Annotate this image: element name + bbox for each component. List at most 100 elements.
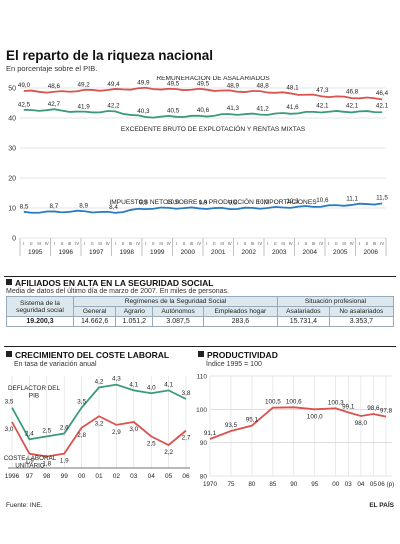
total-value: 19.200,3: [6, 316, 74, 327]
quarter-label: IV: [106, 241, 110, 246]
x-tick-label: 97: [26, 473, 34, 480]
series-name: REMUNERACIÓN DE ASALARIADOS: [156, 76, 270, 82]
quarter-label: II: [30, 241, 32, 246]
x-tick-label: 2006: [364, 249, 379, 256]
x-tick-label: 99: [61, 473, 69, 480]
x-tick-label: 2002: [242, 249, 257, 256]
x-tick-label: 1996: [5, 473, 20, 480]
productividad-subtitle: Índice 1995 = 100: [206, 361, 262, 368]
quarter-label: III: [159, 241, 163, 246]
quarter-label: I: [328, 241, 329, 246]
x-tick-label: 1999: [150, 249, 165, 256]
group-regimenes: Regímenes de la Seguridad Social: [72, 296, 279, 307]
series-name: COSTE LABORAL UNITARIO: [4, 455, 57, 470]
quarter-label: II: [152, 241, 154, 246]
header-no-asalariados: No asalariados: [328, 306, 395, 317]
data-label: 3,8: [182, 390, 191, 397]
quarter-label: I: [84, 241, 85, 246]
x-tick-label: 2000: [181, 249, 196, 256]
quarter-label: III: [312, 241, 316, 246]
data-label: 3,0: [129, 426, 138, 433]
data-label: 41,3: [227, 105, 240, 112]
quarter-label: IV: [350, 241, 354, 246]
x-tick-label: 2001: [211, 249, 226, 256]
x-tick-label: 05: [370, 481, 378, 488]
data-label: 4,2: [95, 379, 104, 386]
afiliados-table: Sistema de la seguridad social Regímenes…: [6, 296, 395, 327]
data-label: 9,9: [199, 199, 208, 206]
x-tick-label: 03: [130, 473, 138, 480]
data-label: 100,0: [307, 413, 323, 420]
quarter-label: II: [61, 241, 63, 246]
quarter-label: III: [342, 241, 346, 246]
data-label: 48,1: [286, 85, 299, 92]
quarter-label: III: [281, 241, 285, 246]
data-label: 49,0: [18, 82, 31, 89]
y-tick-label: 50: [8, 86, 16, 93]
y-tick-label: 100: [196, 407, 207, 414]
y-tick-label: 80: [200, 474, 208, 481]
productividad-chart: 80 90 100 110 1970 75 80 85 90 95 00 03 04 05 06 (p) 91…: [196, 374, 394, 489]
quarter-label: I: [206, 241, 207, 246]
page-subtitle: En porcentaje sobre el PIB.: [6, 64, 98, 73]
series-line: [23, 108, 383, 119]
quarter-label: IV: [228, 241, 232, 246]
quarter-label: II: [213, 241, 215, 246]
quarter-label: I: [237, 241, 238, 246]
group-situacion: Situación profesional: [277, 296, 394, 307]
data-label: 47,3: [316, 87, 329, 94]
data-label: 40,5: [167, 108, 180, 115]
x-tick-label: 06: [182, 473, 190, 480]
quarter-label: I: [298, 241, 299, 246]
value-general: 14.662,6: [72, 316, 117, 327]
value-asalariados: 15.731,4: [277, 316, 330, 327]
data-label: 3,2: [95, 420, 104, 427]
y-tick-label: 10: [8, 206, 16, 213]
quarter-label: I: [54, 241, 55, 246]
quarter-label: I: [359, 241, 360, 246]
data-label: 2,5: [147, 440, 156, 447]
data-label: 41,9: [78, 103, 91, 110]
data-label: 100,6: [286, 398, 302, 405]
coste-chart: 1996 97 98 99 00 01 02 03 04 05 06 3,5 2,4 2,5 2,6 3,5 4…: [4, 376, 191, 480]
data-label: 49,9: [137, 79, 150, 86]
data-label: 98,6: [367, 405, 380, 412]
data-label: 48,6: [48, 83, 61, 90]
value-autonomos: 3.087,5: [152, 316, 204, 327]
header-asalariados: Asalariados: [277, 306, 330, 317]
source: Fuente: INE.: [6, 502, 43, 509]
x-tick-label: 06 (p): [378, 481, 394, 488]
data-label: 4,1: [164, 381, 173, 388]
data-label: 2,7: [182, 435, 191, 442]
quarter-label: I: [145, 241, 146, 246]
data-label: 40,6: [197, 107, 210, 114]
data-label: 42,1: [346, 103, 359, 110]
value-agrario: 1.051,2: [115, 316, 154, 327]
data-label: 42,5: [18, 102, 31, 109]
x-tick-label: 02: [113, 473, 121, 480]
quarter-label: II: [274, 241, 276, 246]
series-line: [209, 406, 387, 440]
quarter-label: II: [335, 241, 337, 246]
divider: [4, 276, 396, 277]
x-tick-label: 95: [311, 481, 319, 488]
quarter-label: IV: [319, 241, 323, 246]
quarter-label: IV: [289, 241, 293, 246]
data-label: 97,8: [380, 408, 393, 415]
productividad-title: PRODUCTIVIDAD: [198, 350, 278, 360]
quarter-label: IV: [197, 241, 201, 246]
data-label: 93,5: [225, 422, 238, 429]
coste-subtitle: En tasa de variación anual: [14, 361, 97, 368]
data-label: 4,3: [112, 376, 121, 383]
data-label: 10,0: [257, 199, 270, 206]
header-autonomos: Autónomos: [152, 306, 204, 317]
x-tick-label: 75: [227, 481, 235, 488]
data-label: 46,8: [346, 89, 359, 96]
y-tick-label: 0: [12, 236, 16, 243]
data-label: 100,5: [265, 399, 281, 406]
x-tick-label: 1995: [28, 249, 43, 256]
data-label: 1,8: [42, 461, 51, 468]
data-label: 8,9: [79, 202, 88, 209]
afiliados-subtitle: Media de datos del último día de marzo d…: [6, 288, 229, 295]
data-label: 8,5: [20, 204, 29, 211]
